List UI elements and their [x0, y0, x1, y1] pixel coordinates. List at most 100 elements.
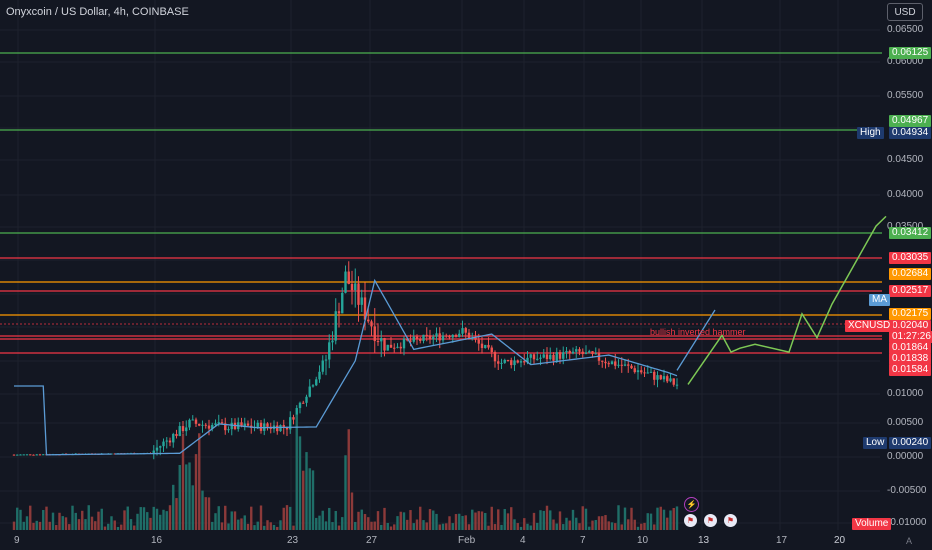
volume-bar	[659, 506, 662, 530]
candle	[295, 408, 298, 420]
price-label: 0.04967	[889, 115, 932, 127]
volume-bar	[604, 515, 607, 530]
volume-bar	[246, 523, 250, 530]
volume-bar	[620, 524, 623, 530]
volume-bar	[428, 509, 432, 530]
volume-bar	[129, 519, 133, 530]
candle	[552, 354, 555, 361]
candle	[419, 338, 422, 341]
candle	[458, 333, 461, 337]
currency-button[interactable]: USD	[887, 3, 923, 21]
volume-bar	[178, 464, 181, 530]
volume-bar	[133, 525, 136, 530]
candle	[214, 423, 217, 425]
candle	[386, 344, 389, 351]
candle	[38, 454, 42, 456]
volume-bar	[643, 522, 646, 530]
price-tick: 0.04000	[887, 189, 924, 200]
candle	[675, 384, 679, 386]
candle	[321, 360, 324, 372]
volume-bar	[529, 525, 532, 530]
price-label: 0.02684	[889, 268, 932, 280]
volume-bar	[259, 505, 263, 530]
volume-bar	[337, 525, 341, 530]
volume-bar	[386, 522, 389, 530]
candle	[532, 354, 536, 360]
volume-bar	[162, 509, 165, 530]
volume-bar	[152, 506, 155, 530]
volume-bar	[487, 525, 490, 530]
us-flag-icon[interactable]: ⚑	[724, 514, 737, 527]
candle	[399, 346, 402, 349]
volume-bar	[393, 524, 396, 530]
pattern-annotation[interactable]: bullish inverted hammer	[650, 327, 746, 337]
candle	[337, 311, 341, 314]
price-tag: XCNUSD	[845, 320, 894, 332]
candle	[474, 337, 477, 340]
volume-bar	[324, 521, 328, 530]
volume-bar	[227, 523, 230, 530]
candle	[289, 417, 292, 430]
lightning-icon[interactable]: ⚡	[684, 497, 699, 512]
volume-bar	[640, 523, 643, 530]
volume-bar	[181, 433, 185, 530]
candle	[185, 427, 188, 432]
candle	[259, 422, 263, 431]
candle	[341, 292, 344, 314]
candle	[513, 360, 516, 366]
candle	[493, 352, 497, 362]
candle	[510, 360, 513, 366]
candle	[562, 352, 565, 359]
candle	[594, 353, 597, 355]
candle	[42, 454, 45, 456]
volume-bar	[61, 516, 64, 530]
volume-bar	[289, 506, 292, 530]
volume-bar	[464, 515, 467, 530]
volume-bar	[276, 526, 279, 530]
candle	[230, 422, 233, 430]
ma-tag[interactable]: MA	[869, 294, 890, 306]
candle	[653, 371, 656, 380]
volume-tag[interactable]: Volume	[852, 518, 892, 530]
volume-bar	[230, 511, 233, 530]
volume-bar	[94, 521, 97, 530]
candle	[659, 375, 662, 380]
volume-bar	[204, 497, 207, 530]
volume-bar	[211, 521, 214, 530]
volume-bar	[48, 521, 51, 530]
candle	[480, 343, 484, 349]
candle	[545, 354, 549, 360]
volume-bar	[490, 506, 493, 530]
us-flag-icon[interactable]: ⚑	[704, 514, 717, 527]
volume-bar	[81, 510, 84, 530]
volume-bar	[272, 524, 276, 530]
candle	[198, 423, 201, 426]
date-tick: 10	[637, 535, 649, 546]
price-label: 0.01864	[889, 342, 932, 354]
candle	[194, 419, 198, 424]
volume-bar	[409, 510, 412, 530]
volume-bar	[16, 507, 19, 530]
candle	[669, 378, 672, 382]
candle	[246, 423, 250, 426]
volume-bar	[523, 518, 526, 530]
candle	[448, 336, 451, 338]
us-flag-icon[interactable]: ⚑	[684, 514, 697, 527]
candle	[542, 354, 545, 358]
candle	[523, 361, 526, 363]
candle	[19, 454, 22, 456]
candle	[25, 454, 29, 456]
volume-bar	[493, 524, 497, 530]
auto-scale-button[interactable]: A	[906, 536, 913, 546]
volume-bar	[571, 509, 575, 530]
volume-bar	[601, 516, 604, 530]
volume-bar	[103, 526, 107, 530]
volume-bar	[357, 511, 360, 530]
candle	[428, 335, 432, 340]
volume-bar	[662, 509, 666, 530]
symbol-title[interactable]: Onyxcoin / US Dollar, 4h, COINBASE	[6, 6, 189, 18]
volume-bar	[266, 520, 269, 530]
candle	[633, 368, 636, 373]
candle	[409, 340, 412, 342]
